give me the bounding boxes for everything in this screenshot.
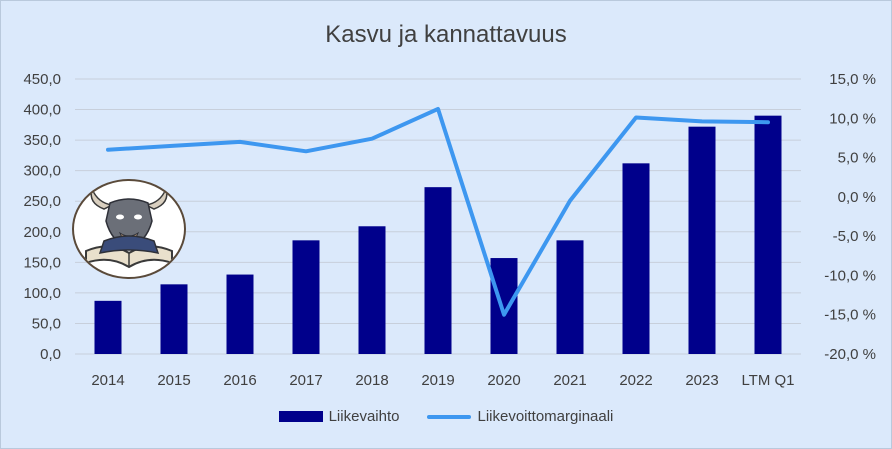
legend-item-bar: Liikevaihto bbox=[278, 408, 400, 425]
legend-bar-label: Liikevaihto bbox=[328, 408, 400, 425]
y-right-tick-label: 5,0 % bbox=[838, 150, 876, 167]
x-tick-label: 2015 bbox=[157, 372, 190, 389]
legend-line-label: Liikevoittomarginaali bbox=[477, 408, 614, 425]
y-left-tick-label: 400,0 bbox=[23, 102, 61, 119]
bar bbox=[490, 258, 518, 354]
y-left-tick-label: 350,0 bbox=[23, 132, 61, 149]
bar bbox=[754, 115, 782, 355]
y-right-tick-label: 15,0 % bbox=[829, 71, 876, 88]
x-tick-label: 2021 bbox=[553, 372, 586, 389]
y-left-tick-label: 50,0 bbox=[32, 315, 61, 332]
y-left-tick-label: 0,0 bbox=[40, 346, 61, 363]
y-left-tick-label: 250,0 bbox=[23, 193, 61, 210]
chart-legend: Liikevaihto Liikevoittomarginaali bbox=[1, 408, 891, 425]
y-right-tick-label: -10,0 % bbox=[824, 267, 876, 284]
bar bbox=[424, 187, 452, 354]
legend-bar-swatch bbox=[278, 411, 323, 422]
bar bbox=[94, 300, 122, 354]
chart-title: Kasvu ja kannattavuus bbox=[325, 21, 567, 48]
legend-item-line: Liikevoittomarginaali bbox=[427, 408, 613, 425]
x-tick-label: 2020 bbox=[487, 372, 520, 389]
y-left-tick-label: 150,0 bbox=[23, 254, 61, 271]
x-tick-label: 2016 bbox=[223, 372, 256, 389]
bar bbox=[622, 163, 650, 354]
x-tick-label: 2018 bbox=[355, 372, 388, 389]
y-left-tick-label: 300,0 bbox=[23, 163, 61, 180]
bar bbox=[556, 240, 584, 354]
bar bbox=[226, 274, 254, 354]
bar bbox=[358, 226, 386, 354]
y-right-tick-label: 0,0 % bbox=[838, 189, 876, 206]
bar bbox=[292, 240, 320, 354]
x-tick-label: 2014 bbox=[91, 372, 124, 389]
x-tick-label: 2023 bbox=[685, 372, 718, 389]
x-tick-label: LTM Q1 bbox=[741, 372, 794, 389]
y-left-tick-label: 100,0 bbox=[23, 285, 61, 302]
y-right-tick-label: 10,0 % bbox=[829, 110, 876, 127]
y-left-tick-label: 200,0 bbox=[23, 224, 61, 241]
y-right-tick-label: -5,0 % bbox=[833, 228, 876, 245]
legend-line-swatch bbox=[427, 414, 472, 419]
bull-icon bbox=[85, 186, 173, 269]
x-tick-label: 2022 bbox=[619, 372, 652, 389]
x-tick-label: 2019 bbox=[421, 372, 454, 389]
bull-logo-icon bbox=[72, 179, 186, 279]
y-right-tick-label: -20,0 % bbox=[824, 346, 876, 363]
y-left-tick-label: 450,0 bbox=[23, 71, 61, 88]
x-tick-label: 2017 bbox=[289, 372, 322, 389]
bar bbox=[688, 126, 716, 355]
y-right-tick-label: -15,0 % bbox=[824, 307, 876, 324]
bar bbox=[160, 284, 188, 354]
